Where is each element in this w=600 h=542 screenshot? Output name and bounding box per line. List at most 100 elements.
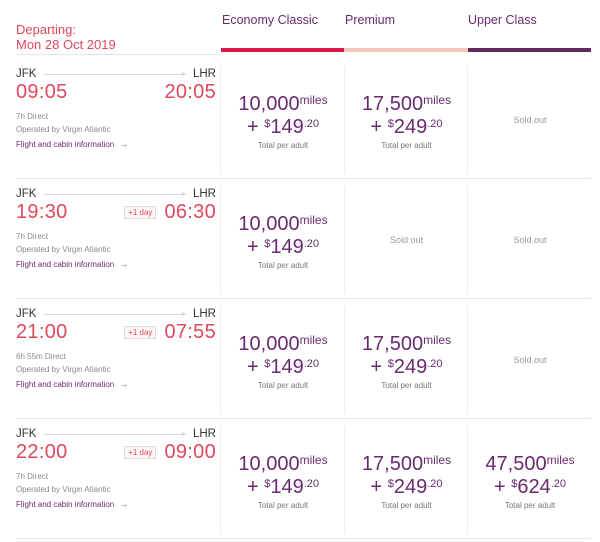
fare-miles: 10,000miles — [238, 210, 327, 234]
miles-amount: 10,000 — [238, 453, 300, 475]
fare-cell-upper-class[interactable]: 47,500miles + $624.20 Total per adult — [467, 426, 592, 534]
currency-symbol: $ — [387, 118, 394, 130]
fare-cell-economy-classic[interactable]: 10,000miles + $149.20 Total per adult — [220, 186, 345, 294]
sold-out-label: Sold out — [389, 235, 424, 245]
cash-cents: .20 — [303, 118, 320, 130]
total-per-adult-label: Total per adult — [257, 261, 309, 270]
fare-cash: + $149.20 — [247, 354, 319, 377]
miles-amount: 10,000 — [238, 93, 300, 115]
miles-amount: 17,500 — [361, 333, 424, 355]
currency-symbol: $ — [264, 118, 271, 130]
total-per-adult-label: Total per adult — [504, 501, 556, 510]
fare-cash: + $249.20 — [370, 114, 442, 137]
currency-symbol: $ — [264, 478, 271, 490]
flight-info-link[interactable]: Flight and cabin information → — [16, 499, 216, 509]
cash-dollars: 149 — [270, 236, 304, 258]
cash-dollars: 149 — [270, 476, 304, 498]
times: 09:05 20:05 — [16, 81, 216, 104]
currency-symbol: $ — [387, 358, 394, 370]
fare-cell-economy-classic[interactable]: 10,000miles + $149.20 Total per adult — [220, 306, 345, 414]
column-header-premium: Premium — [345, 13, 396, 27]
flight-info-link[interactable]: Flight and cabin information → — [16, 139, 216, 149]
fare-miles: 10,000miles — [238, 90, 327, 114]
duration: 7h Direct — [16, 232, 49, 241]
departure-time: 19:30 — [16, 201, 68, 223]
plus-sign: + — [246, 356, 265, 378]
destination-code: LHR — [192, 68, 216, 80]
fare-cell-economy-classic[interactable]: 10,000miles + $149.20 Total per adult — [220, 66, 345, 174]
arrival-time: 07:55 — [164, 321, 216, 343]
total-per-adult-label: Total per adult — [257, 381, 309, 390]
departing-date: Departing: Mon 28 Oct 2019 — [16, 22, 116, 52]
miles-unit: miles — [546, 453, 575, 467]
miles-unit: miles — [299, 93, 328, 107]
times: 22:00 +1 day 09:00 — [16, 441, 216, 464]
destination-code: LHR — [192, 188, 216, 200]
total-per-adult-label: Total per adult — [381, 501, 432, 510]
arrival-time: 09:00 — [164, 441, 216, 463]
sold-out-label: Sold out — [513, 355, 547, 365]
cash-cents: .20 — [427, 358, 443, 370]
origin-code: JFK — [16, 68, 37, 80]
miles-amount: 17,500 — [361, 93, 424, 115]
fare-cash: + $149.20 — [247, 234, 319, 257]
cash-dollars: 149 — [270, 356, 304, 378]
sold-out-label: Sold out — [513, 115, 547, 125]
fare-cell-premium[interactable]: 17,500miles + $249.20 Total per adult — [344, 66, 468, 174]
flight-details: JFK LHR 21:00 +1 day 07:55 6h 55m Direct… — [16, 308, 216, 389]
departing-label: Departing: — [16, 22, 76, 37]
row-divider — [16, 298, 591, 299]
row-divider — [16, 418, 591, 419]
fare-cell-premium[interactable]: 17,500miles + $249.20 Total per adult — [344, 306, 468, 414]
currency-symbol: $ — [264, 358, 271, 370]
destination-code: LHR — [192, 308, 216, 320]
times: 21:00 +1 day 07:55 — [16, 321, 216, 344]
arrow-right-icon: → — [119, 259, 129, 269]
miles-amount: 47,500 — [485, 453, 547, 475]
duration: 7h Direct — [16, 112, 49, 121]
flight-info-link[interactable]: Flight and cabin information → — [16, 379, 216, 389]
miles-amount: 10,000 — [238, 333, 300, 355]
route: JFK LHR — [16, 308, 216, 320]
flight-info-label: Flight and cabin information — [16, 139, 115, 149]
operator: Operated by Virgin Atlantic — [16, 485, 111, 494]
flight-details: JFK LHR 19:30 +1 day 06:30 7h Direct Ope… — [16, 188, 216, 269]
column-header-upper-class: Upper Class — [468, 13, 537, 27]
duration: 6h 55m Direct — [16, 352, 66, 361]
total-per-adult-label: Total per adult — [381, 141, 432, 150]
fare-cell-economy-classic[interactable]: 10,000miles + $149.20 Total per adult — [220, 426, 345, 534]
origin-code: JFK — [16, 428, 37, 440]
flight-row: JFK LHR 21:00 +1 day 07:55 6h 55m Direct… — [0, 298, 600, 420]
fare-cell-upper-class: Sold out — [467, 66, 592, 174]
currency-symbol: $ — [511, 478, 518, 490]
flight-info-link[interactable]: Flight and cabin information → — [16, 259, 216, 269]
results-header: Departing: Mon 28 Oct 2019 Economy Class… — [0, 0, 600, 56]
route-arrow-icon — [44, 311, 186, 316]
fare-cell-upper-class: Sold out — [467, 306, 592, 414]
origin-code: JFK — [16, 188, 37, 200]
flight-row: JFK LHR 22:00 +1 day 09:00 7h Direct Ope… — [0, 418, 600, 540]
total-per-adult-label: Total per adult — [257, 501, 309, 510]
route-arrow-icon — [44, 191, 186, 196]
plus-sign: + — [370, 116, 388, 138]
fare-cash: + $149.20 — [247, 114, 319, 137]
row-divider — [16, 178, 591, 179]
route-arrow-icon — [44, 71, 186, 76]
premium-color-bar — [344, 48, 468, 52]
cash-cents: .20 — [550, 478, 567, 490]
arrow-right-icon: → — [119, 499, 129, 509]
arrow-right-icon: → — [119, 379, 129, 389]
plus-sign: + — [370, 356, 388, 378]
departure-time: 22:00 — [16, 441, 68, 463]
sold-out-label: Sold out — [513, 235, 547, 245]
destination-code: LHR — [192, 428, 216, 440]
fare-cell-premium[interactable]: 17,500miles + $249.20 Total per adult — [344, 426, 468, 534]
plus-sign: + — [246, 476, 265, 498]
flight-details: JFK LHR 22:00 +1 day 09:00 7h Direct Ope… — [16, 428, 216, 509]
column-header-economy-classic: Economy Classic — [222, 13, 318, 27]
fare-cash: + $149.20 — [247, 474, 319, 497]
duration: 7h Direct — [16, 472, 49, 481]
total-per-adult-label: Total per adult — [257, 141, 309, 150]
operator: Operated by Virgin Atlantic — [16, 365, 111, 374]
route: JFK LHR — [16, 188, 216, 200]
